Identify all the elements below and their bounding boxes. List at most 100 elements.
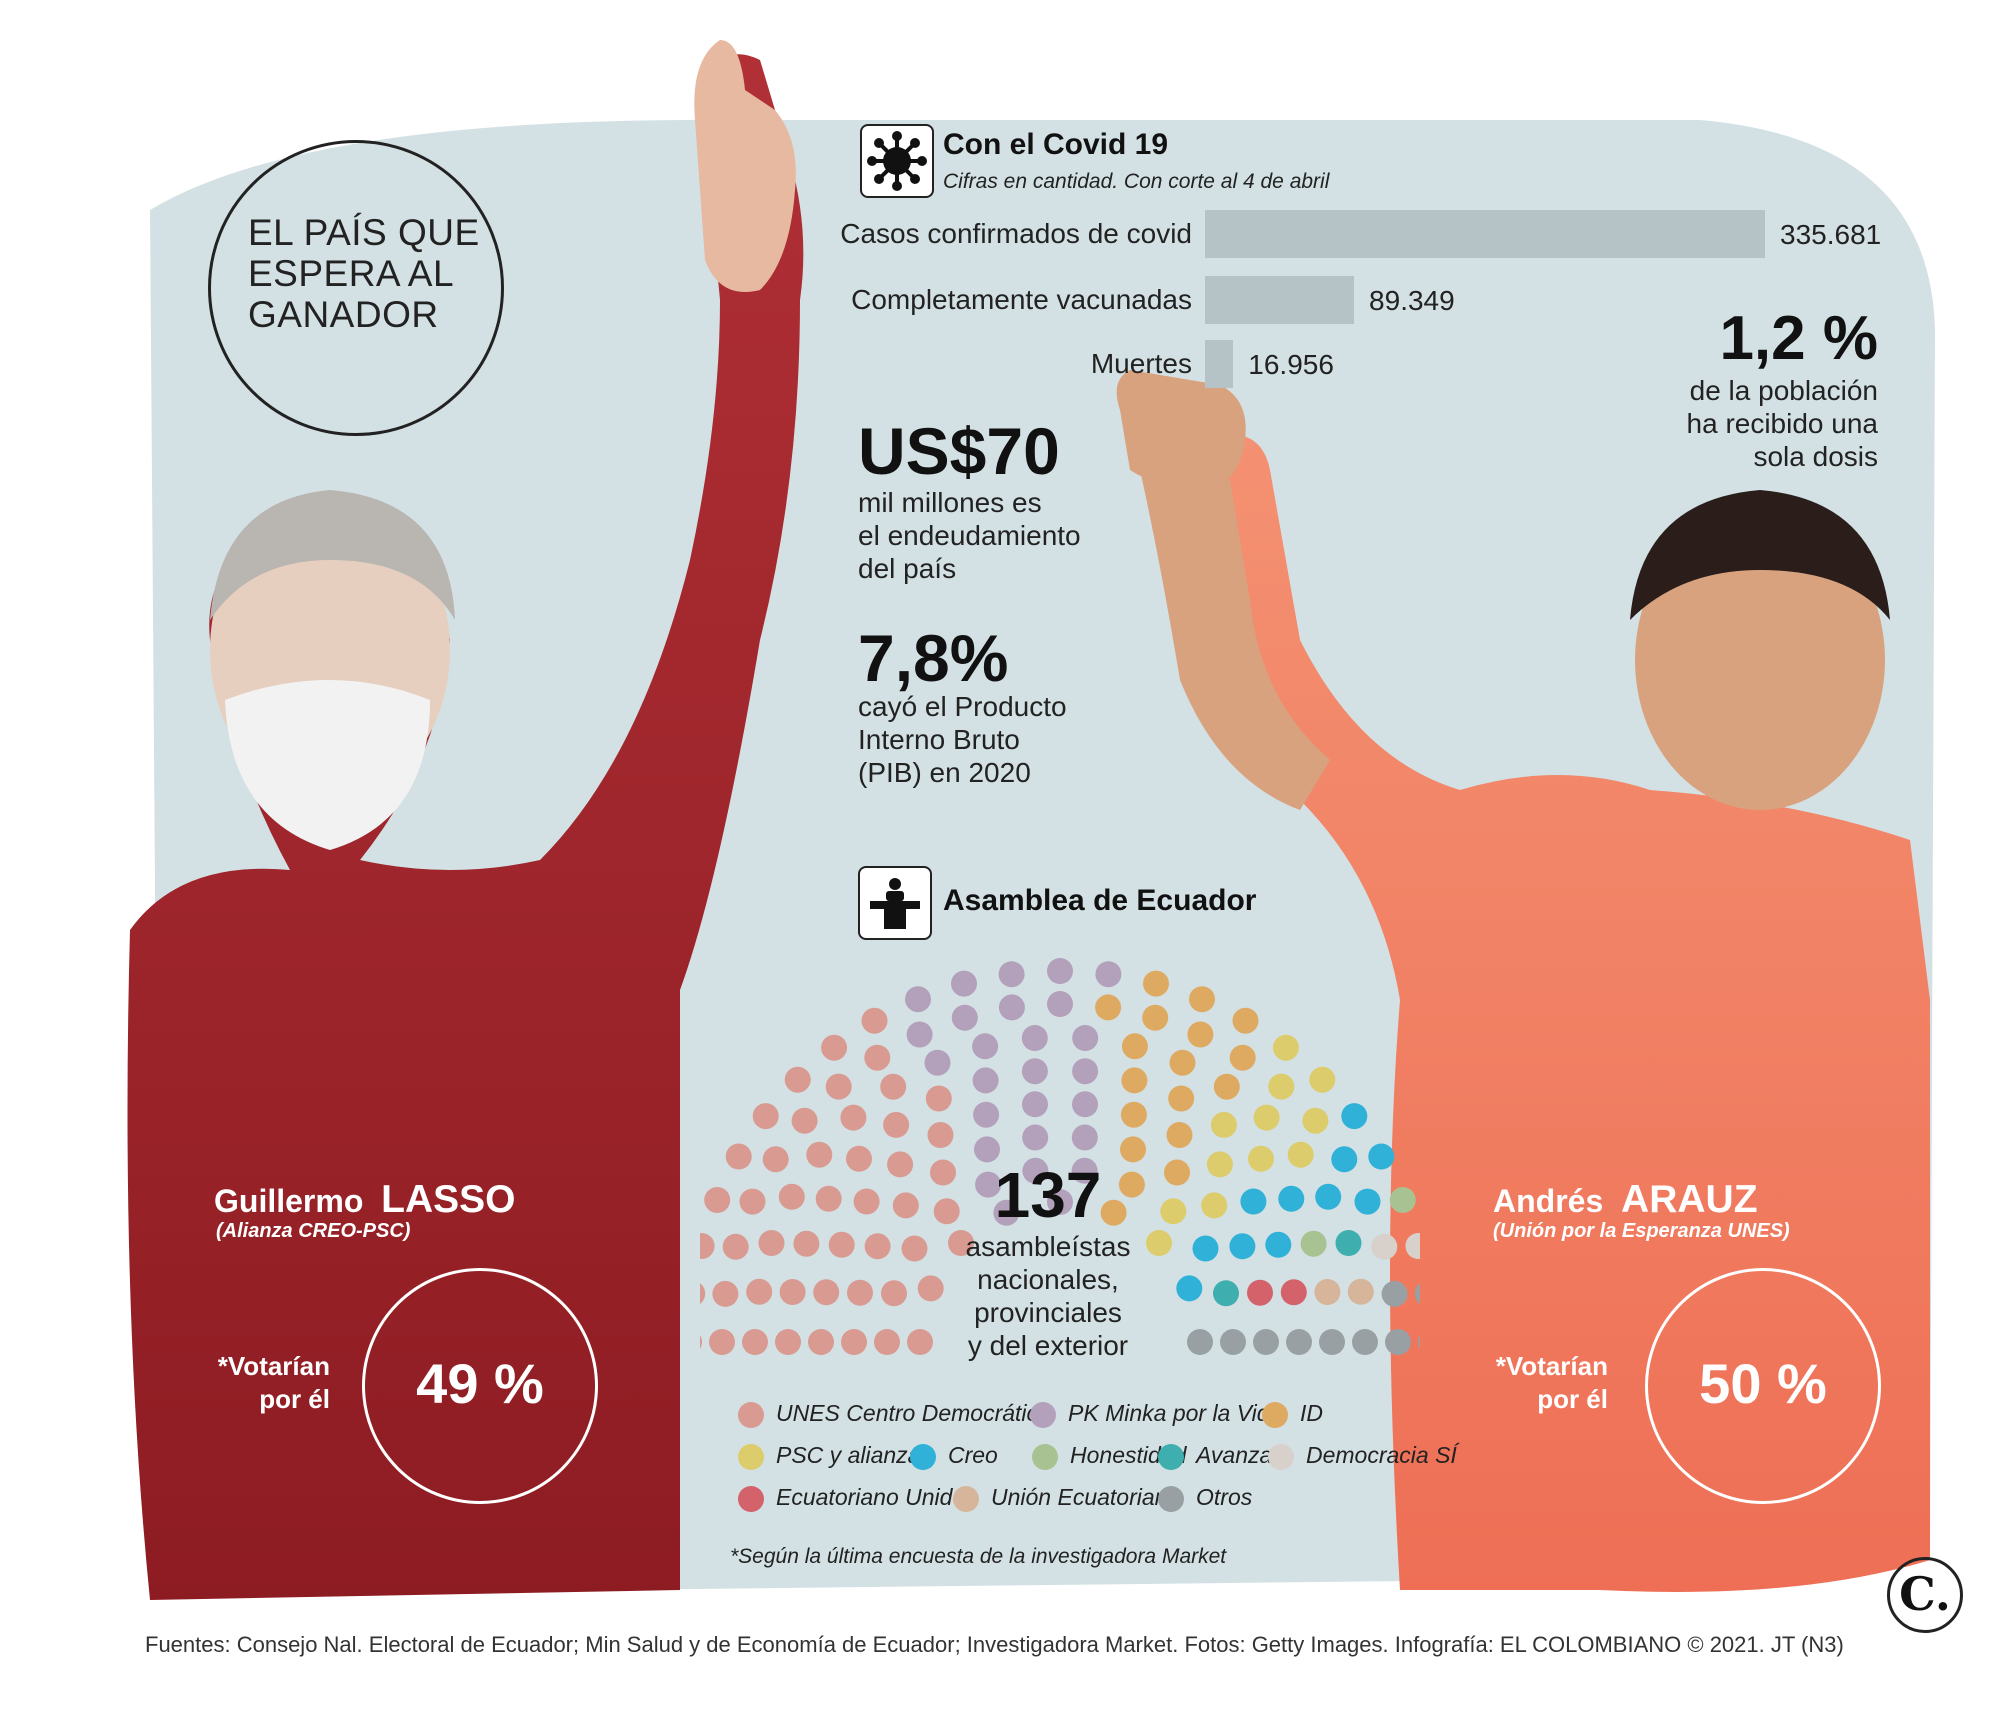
seat-dot — [933, 1198, 960, 1225]
seat-dot — [1418, 1335, 1420, 1349]
vaccine-stat-line-2: ha recibido una — [1686, 408, 1878, 439]
assembly-line-3: provinciales — [974, 1297, 1122, 1328]
arauz-first-name: Andrés — [1493, 1183, 1604, 1219]
lasso-vote-circle — [362, 1268, 598, 1504]
assembly-line-1: asambleístas — [965, 1231, 1131, 1262]
assembly-title: Asamblea de Ecuador — [943, 884, 1257, 917]
lasso-vote-label-1: *Votarían — [217, 1351, 330, 1381]
seat-dot — [917, 1275, 944, 1302]
lasso-last-name: LASSO — [381, 1178, 516, 1221]
legend-item: Avanza — [1158, 1442, 1272, 1470]
covid-bar — [1205, 340, 1234, 388]
debt-value: US$70 — [858, 414, 1060, 488]
legend-label: Otros — [1196, 1484, 1253, 1510]
seat-dot — [1176, 1275, 1203, 1302]
seat-dot — [1385, 1329, 1411, 1355]
seat-dot — [1354, 1188, 1381, 1215]
seat-dot — [1160, 1198, 1187, 1225]
seat-dot — [1272, 1034, 1299, 1061]
el-colombiano-logo: C. — [1887, 1557, 1963, 1633]
seat-dot — [813, 1279, 840, 1306]
seat-dot — [1287, 1141, 1314, 1168]
seat-dot — [1229, 1044, 1256, 1071]
seat-dot — [742, 1329, 768, 1355]
covid-bar-value: 89.349 — [1369, 285, 1455, 316]
seat-dot — [1071, 1157, 1098, 1184]
seat-dot — [1300, 1230, 1327, 1257]
seat-dot — [846, 1145, 872, 1172]
legend-swatch — [1032, 1443, 1058, 1470]
legend-item: Democracia SÍ — [1268, 1442, 1457, 1470]
seat-dot — [793, 1230, 820, 1257]
seat-dot — [1192, 1235, 1219, 1262]
seat-dot — [1341, 1103, 1368, 1130]
seat-dot — [1047, 958, 1073, 984]
seat-dot — [1168, 1085, 1195, 1112]
seat-dot — [1265, 1231, 1292, 1258]
debt-line-2: el endeudamiento — [858, 520, 1081, 551]
seat-dot — [1142, 1004, 1169, 1031]
seat-dot — [1220, 1329, 1246, 1355]
seat-dot — [951, 1004, 978, 1031]
legend-swatch — [910, 1443, 936, 1470]
seat-dot — [1248, 1145, 1274, 1172]
seat-dot — [1229, 1233, 1256, 1260]
seat-dot — [1095, 961, 1122, 988]
seat-dot — [1120, 1136, 1146, 1163]
seat-dot — [1280, 1279, 1307, 1306]
seat-dot — [784, 1066, 811, 1093]
covid-bar-value: 335.681 — [1780, 219, 1882, 250]
seat-dot — [1022, 1091, 1048, 1118]
debt-line-3: del país — [858, 553, 957, 584]
seat-dot — [1335, 1230, 1362, 1256]
seat-dot — [752, 1103, 779, 1130]
seat-dot — [758, 1230, 785, 1256]
seat-dot — [1286, 1329, 1312, 1355]
lasso-party: (Alianza CREO-PSC) — [216, 1220, 411, 1242]
seat-dot — [1118, 1171, 1145, 1198]
seat-dot — [1047, 991, 1073, 1017]
seat-dot — [815, 1185, 842, 1212]
seat-dot — [1189, 986, 1215, 1013]
seat-dot — [1414, 1283, 1420, 1304]
seat-dot — [1022, 1157, 1049, 1184]
seat-dot — [1072, 1091, 1098, 1118]
seat-dot — [825, 1073, 852, 1100]
seat-dot — [1022, 1124, 1049, 1151]
gdp-line-1: cayó el Producto — [858, 691, 1067, 722]
seat-dot — [1021, 1058, 1048, 1085]
seat-dot — [972, 1067, 999, 1094]
arauz-last-name: ARAUZ — [1621, 1178, 1758, 1221]
seat-dot — [704, 1187, 731, 1213]
seat-dot — [998, 961, 1025, 988]
seat-dot — [1247, 1279, 1273, 1306]
legend-swatch — [738, 1401, 764, 1428]
arauz-fist — [1116, 370, 1246, 490]
covid-bar — [1205, 210, 1765, 258]
arauz-vote-label: *Votarían por él — [1478, 1350, 1608, 1416]
seat-dot — [972, 1033, 999, 1060]
covid-title: Con el Covid 19 — [943, 128, 1169, 161]
seat-dot — [840, 1104, 867, 1131]
seat-dot — [1314, 1279, 1341, 1305]
seat-dot — [808, 1329, 834, 1355]
seat-dot — [1146, 1230, 1172, 1256]
seat-dot — [1201, 1192, 1228, 1219]
seat-dot — [1164, 1159, 1190, 1186]
seat-dot — [762, 1146, 789, 1173]
legend-label: UNES Centro Democrático — [776, 1400, 1051, 1426]
lasso-hair — [210, 490, 455, 620]
legend-item: Otros — [1158, 1484, 1252, 1512]
legend-swatch — [1158, 1485, 1184, 1512]
sources-footer: Fuentes: Consejo Nal. Electoral de Ecuad… — [145, 1632, 1844, 1657]
arauz-name: Andrés ARAUZ — [1493, 1178, 1758, 1222]
seat-dot — [1331, 1146, 1358, 1173]
seat-dot — [1213, 1073, 1240, 1100]
arauz-vote-pct: 50 % — [1699, 1352, 1827, 1415]
seat-dot — [1253, 1104, 1280, 1131]
seat-dot — [975, 1171, 1002, 1198]
title-line-1: EL PAÍS QUE — [248, 212, 480, 253]
seat-dot — [1381, 1280, 1408, 1307]
podium-icon — [858, 866, 932, 940]
seat-dot — [1352, 1329, 1378, 1355]
